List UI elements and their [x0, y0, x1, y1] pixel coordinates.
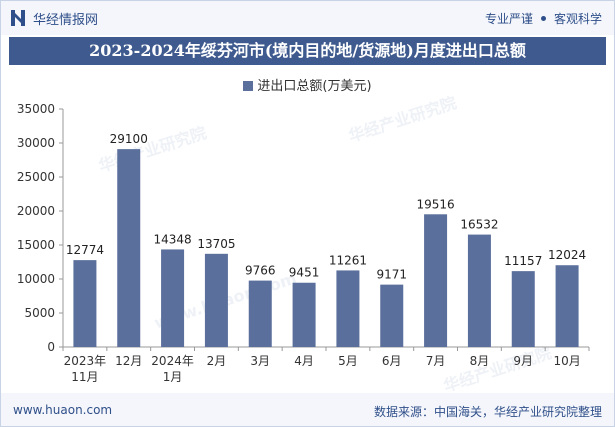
- bar: [292, 282, 316, 347]
- y-tick-label: 10000: [17, 272, 55, 286]
- y-tick-label: 20000: [17, 204, 55, 218]
- separator-dot-icon: [540, 16, 546, 21]
- brand[interactable]: 华经情报网: [11, 9, 99, 28]
- x-tick-label: 5月: [338, 354, 358, 368]
- data-label: 14348: [153, 232, 191, 246]
- bar: [117, 149, 141, 347]
- bar: [380, 284, 404, 347]
- bar-chart: 0 5000 10000 15000 20000 25000 30000 35000 12774…: [17, 102, 590, 384]
- y-tick-label: 15000: [17, 238, 55, 252]
- brand-name: 华经情报网: [33, 12, 99, 28]
- footer-bar: www.huaon.com 数据来源：中国海关，华经产业研究院整理: [1, 393, 614, 426]
- y-tick-label: 30000: [17, 136, 55, 150]
- x-tick-label: 2月: [207, 354, 227, 368]
- y-tick-label: 5000: [24, 306, 55, 320]
- bar: [467, 234, 491, 347]
- x-tick-label: 3月: [250, 354, 270, 368]
- header-bar: 华经情报网 专业严谨 客观科学: [1, 1, 614, 35]
- data-label: 19516: [416, 197, 454, 211]
- y-tick-label: 35000: [17, 102, 55, 116]
- legend-label: 进出口总额(万美元): [257, 79, 372, 94]
- bar: [73, 260, 97, 347]
- x-tick-label: 8月: [470, 354, 490, 368]
- data-label: 11157: [504, 254, 542, 268]
- huajing-logo-icon: [11, 10, 25, 26]
- data-source: 数据来源：中国海关，华经产业研究院整理: [373, 405, 602, 419]
- x-tick-label: 12月: [115, 354, 142, 368]
- bar: [336, 270, 360, 347]
- data-label: 9451: [289, 266, 320, 280]
- x-tick-label: 2024年: [151, 354, 194, 368]
- bar: [161, 249, 185, 347]
- footer-url-link[interactable]: www.huaon.com: [13, 403, 113, 417]
- bar: [204, 253, 228, 347]
- x-tick-label: 2023年: [64, 354, 107, 368]
- legend: 进出口总额(万美元): [1, 75, 614, 94]
- data-label: 13705: [197, 237, 235, 251]
- x-tick-label: 10月: [553, 354, 580, 368]
- data-label: 29100: [110, 132, 148, 146]
- y-tick-label: 0: [47, 340, 55, 354]
- x-tick-label: 6月: [382, 354, 402, 368]
- data-label: 12774: [66, 243, 104, 257]
- bar: [248, 280, 272, 347]
- x-tick-label: 1月: [163, 370, 183, 384]
- data-label: 12024: [548, 248, 586, 262]
- tagline-right: 客观科学: [553, 12, 602, 26]
- data-label: 9766: [245, 264, 276, 278]
- x-tick-label: 11月: [71, 370, 98, 384]
- x-tick-label: 7月: [426, 354, 446, 368]
- x-tick-label: 4月: [294, 354, 314, 368]
- tagline-left: 专业严谨: [484, 12, 533, 26]
- data-label: 11261: [329, 253, 367, 267]
- x-tick-label: 9月: [513, 354, 533, 368]
- y-tick-label: 25000: [17, 170, 55, 184]
- bar: [511, 271, 535, 347]
- bar: [424, 214, 448, 347]
- legend-swatch-icon: [243, 81, 254, 91]
- data-label: 16532: [460, 218, 498, 232]
- bar: [555, 265, 579, 347]
- tagline: 专业严谨 客观科学: [485, 10, 602, 27]
- data-label: 9171: [376, 268, 407, 282]
- chart-title: 2023-2024年绥芬河市(境内目的地/货源地)月度进出口总额: [9, 37, 606, 65]
